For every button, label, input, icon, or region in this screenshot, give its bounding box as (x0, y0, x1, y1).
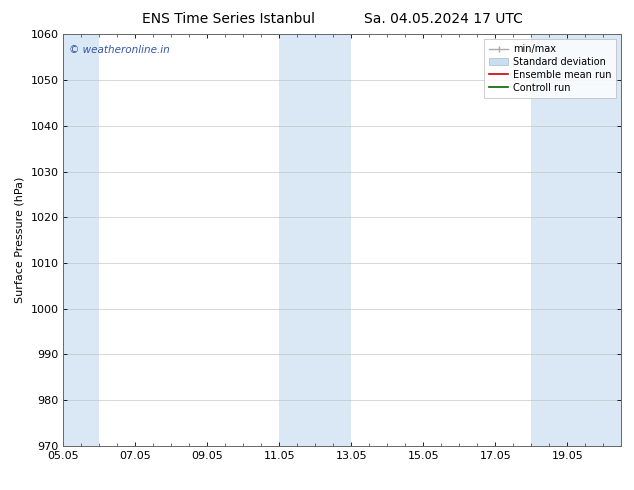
Bar (280, 34, 351, 446)
Text: © weatheronline.in: © weatheronline.in (69, 45, 170, 54)
Text: ENS Time Series Istanbul: ENS Time Series Istanbul (142, 12, 314, 26)
Bar (53, 34, 100, 446)
Text: Sa. 04.05.2024 17 UTC: Sa. 04.05.2024 17 UTC (365, 12, 523, 26)
Bar (531, 34, 621, 446)
Legend: min/max, Standard deviation, Ensemble mean run, Controll run: min/max, Standard deviation, Ensemble me… (484, 39, 616, 98)
Y-axis label: Surface Pressure (hPa): Surface Pressure (hPa) (15, 177, 25, 303)
